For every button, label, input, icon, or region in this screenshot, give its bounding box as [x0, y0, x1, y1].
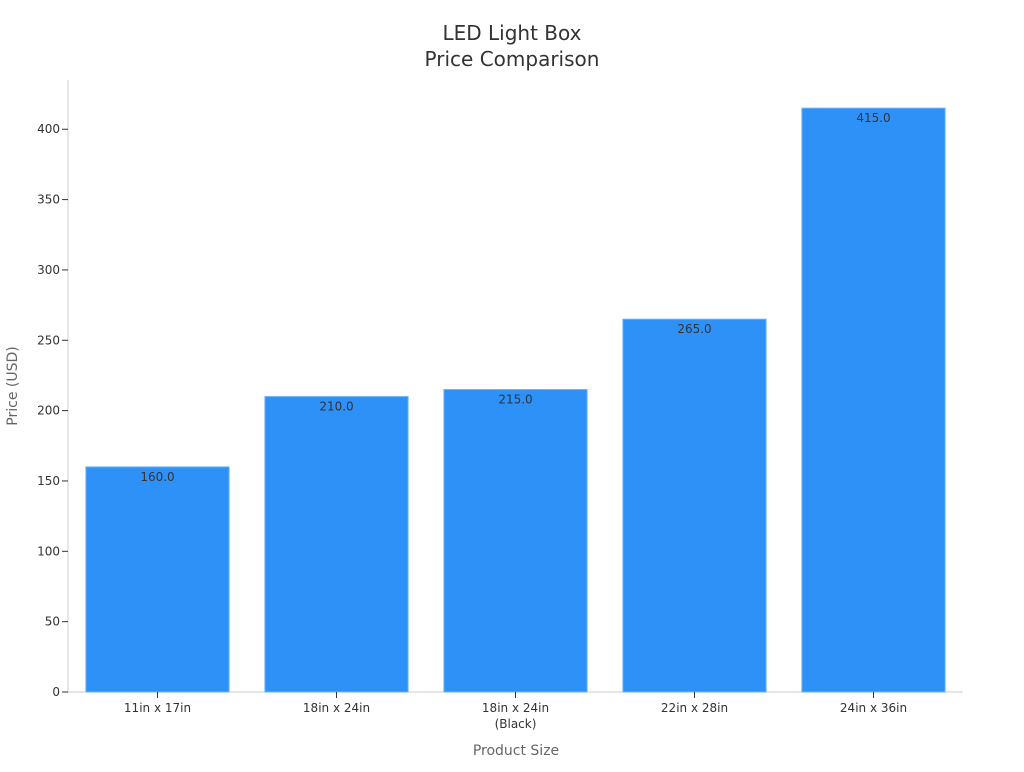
data-label: 415.0	[856, 111, 890, 125]
data-label: 265.0	[677, 322, 711, 336]
y-tick-label: 300	[37, 263, 60, 277]
x-tick-label: 18in x 24in	[303, 701, 370, 715]
data-label: 210.0	[319, 400, 353, 414]
y-tick-label: 250	[37, 333, 60, 347]
y-tick-label: 50	[45, 615, 60, 629]
y-tick-label: 350	[37, 193, 60, 207]
y-tick-label: 400	[37, 122, 60, 136]
y-tick-label: 200	[37, 404, 60, 418]
y-tick-label: 100	[37, 544, 60, 558]
bar-2[interactable]	[264, 396, 409, 693]
x-tick-label: 24in x 36in	[840, 701, 907, 715]
chart-title-line-2: Price Comparison	[425, 47, 600, 71]
y-tick-label: 0	[52, 685, 60, 699]
bar-4[interactable]	[622, 318, 767, 693]
x-axis-label: Product Size	[473, 743, 559, 759]
x-tick-label: 18in x 24in	[482, 701, 549, 715]
chart-title-line-1: LED Light Box	[443, 21, 582, 45]
bar-5[interactable]	[801, 107, 946, 693]
x-tick-label: 11in x 17in	[124, 701, 191, 715]
data-label: 160.0	[140, 470, 174, 484]
data-label: 215.0	[498, 393, 532, 407]
bar-1[interactable]	[85, 466, 230, 693]
x-tick-label: (Black)	[495, 717, 537, 731]
y-tick-label: 150	[37, 474, 60, 488]
plot-area: 0 50 100 150 200 250 300 350 400 160.0 11in x 17in…	[37, 80, 963, 731]
bar-3[interactable]	[443, 389, 588, 693]
x-tick-label: 22in x 28in	[661, 701, 728, 715]
y-axis-label: Price (USD)	[5, 346, 21, 425]
